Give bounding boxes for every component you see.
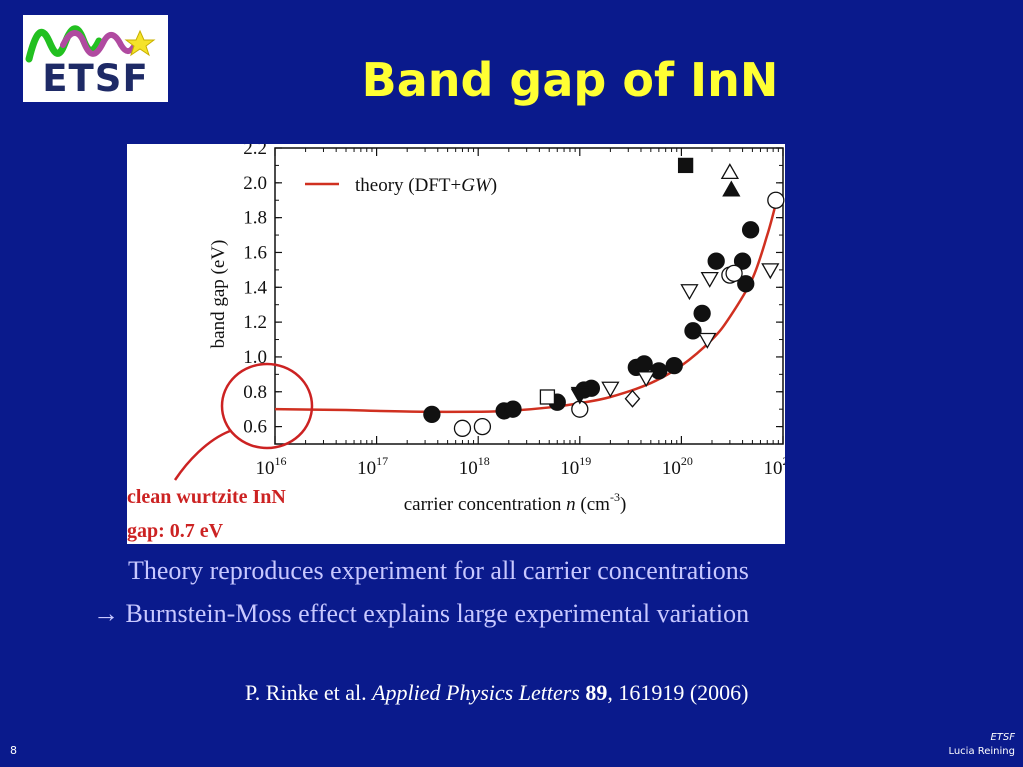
page-number: 8	[10, 744, 17, 757]
footer: ETSF Lucia Reining	[948, 731, 1015, 759]
data-point-filled-circle	[635, 355, 653, 373]
data-point-filled-circle	[693, 304, 711, 323]
band-gap-chart: 0.6 0.8 1.0 1.2 1.4 1.6 1.8 2.0 2.2 1016 1017 1018 1…	[127, 144, 786, 542]
y-tick-label: 1.6	[243, 242, 267, 263]
x-axis-label-unit: (cm	[576, 494, 611, 515]
arrow-icon: →	[93, 599, 119, 628]
data-point-filled-circle	[741, 221, 760, 239]
y-tick-label: 1.4	[243, 277, 267, 298]
reference-citation: P. Rinke et al. Applied Physics Letters …	[245, 680, 749, 706]
y-tick-label: 0.6	[243, 417, 267, 438]
plot-frame	[274, 147, 784, 445]
data-point-open-triangle-down	[680, 284, 699, 301]
y-tick-label: 2.2	[243, 144, 267, 159]
band-gap-figure: 0.6 0.8 1.0 1.2 1.4 1.6 1.8 2.0 2.2 1016 1017 1018 1…	[127, 144, 785, 544]
logo-text: ETSF	[42, 57, 149, 100]
reference-volume: 89	[585, 680, 608, 705]
data-point-open-diamond	[624, 389, 641, 408]
data-point-filled-circle	[665, 356, 683, 375]
x-axis-label-var: n	[566, 494, 576, 515]
annotation-line2: gap: 0.7 eV	[127, 520, 224, 542]
x-axis-label-prefix: carrier concentration	[404, 494, 566, 515]
reference-rest: , 161919 (2006)	[607, 680, 749, 705]
data-point-filled-circle	[737, 275, 755, 293]
data-point-open-triangle-up	[720, 163, 739, 180]
y-tick-label: 1.8	[243, 208, 267, 229]
etsf-logo: ETSF	[23, 15, 168, 102]
data-point-open-circle	[453, 419, 472, 437]
x-axis-label-exp: -3	[610, 490, 620, 504]
caption-line-1: Theory reproduces experiment for all car…	[128, 556, 749, 585]
data-point-filled-circle	[423, 405, 441, 424]
annotation-pointer	[173, 429, 231, 481]
data-point-open-circle	[725, 264, 743, 283]
logo-graphic	[25, 25, 156, 63]
data-point-filled-circle	[733, 252, 752, 270]
legend-label: theory (DFT+GW)	[355, 175, 497, 196]
data-point-open-circle	[767, 191, 785, 209]
data-point-open-triangle-down	[601, 381, 620, 398]
y-tick-label: 1.2	[243, 312, 267, 333]
slide-title: Band gap of InN	[361, 53, 779, 107]
legend-label-suffix: )	[491, 175, 497, 196]
annotation-circle	[220, 362, 314, 450]
y-axis-label: band gap (eV)	[208, 240, 229, 349]
legend-label-prefix: theory (DFT+	[355, 175, 461, 196]
data-point-filled-circle	[707, 252, 725, 270]
x-tick-label: 1016	[256, 454, 287, 479]
footer-line-1: ETSF	[990, 732, 1015, 743]
x-axis-label-close: )	[620, 494, 626, 515]
data-point-open-square	[539, 389, 556, 405]
reference-journal: Applied Physics Letters	[372, 680, 580, 705]
x-tick-label: 1020	[662, 454, 693, 479]
data-point-filled-triangle-up	[722, 180, 741, 197]
caption-line-2: → Burnstein-Moss effect explains large e…	[93, 599, 749, 629]
footer-line-2: Lucia Reining	[948, 746, 1015, 757]
data-point-open-triangle-down	[700, 271, 719, 288]
data-point-open-triangle-down	[698, 332, 717, 349]
annotation-line1: clean wurtzite InN	[127, 486, 286, 508]
data-point-open-circle	[473, 417, 492, 436]
x-axis-label: carrier concentration n (cm-3)	[404, 490, 627, 515]
y-tick-label: 2.0	[243, 173, 267, 194]
x-tick-label: 1019	[560, 454, 591, 479]
y-tick-label: 0.8	[243, 382, 267, 403]
logo-star-icon	[124, 29, 156, 57]
x-tick-label: 1018	[459, 454, 490, 479]
legend-label-italic: GW	[461, 175, 493, 196]
data-point-filled-circle	[684, 322, 702, 340]
data-point-open-triangle-down	[761, 263, 780, 280]
x-tick-label: 1021	[764, 454, 786, 479]
data-point-filled-circle	[650, 362, 668, 380]
data-point-filled-triangle-down	[570, 386, 589, 403]
data-point-filled-square	[677, 157, 694, 174]
theory-curve	[274, 203, 778, 414]
logo-wave-purple	[60, 30, 138, 57]
y-tick-label: 1.0	[243, 347, 267, 368]
data-point-open-triangle-down	[637, 371, 656, 388]
reference-authors: P. Rinke et al.	[245, 680, 367, 705]
data-point-filled-circle	[504, 400, 522, 418]
x-tick-label: 1017	[357, 454, 388, 479]
caption-line-2-text: Burnstein-Moss effect explains large exp…	[125, 599, 750, 628]
